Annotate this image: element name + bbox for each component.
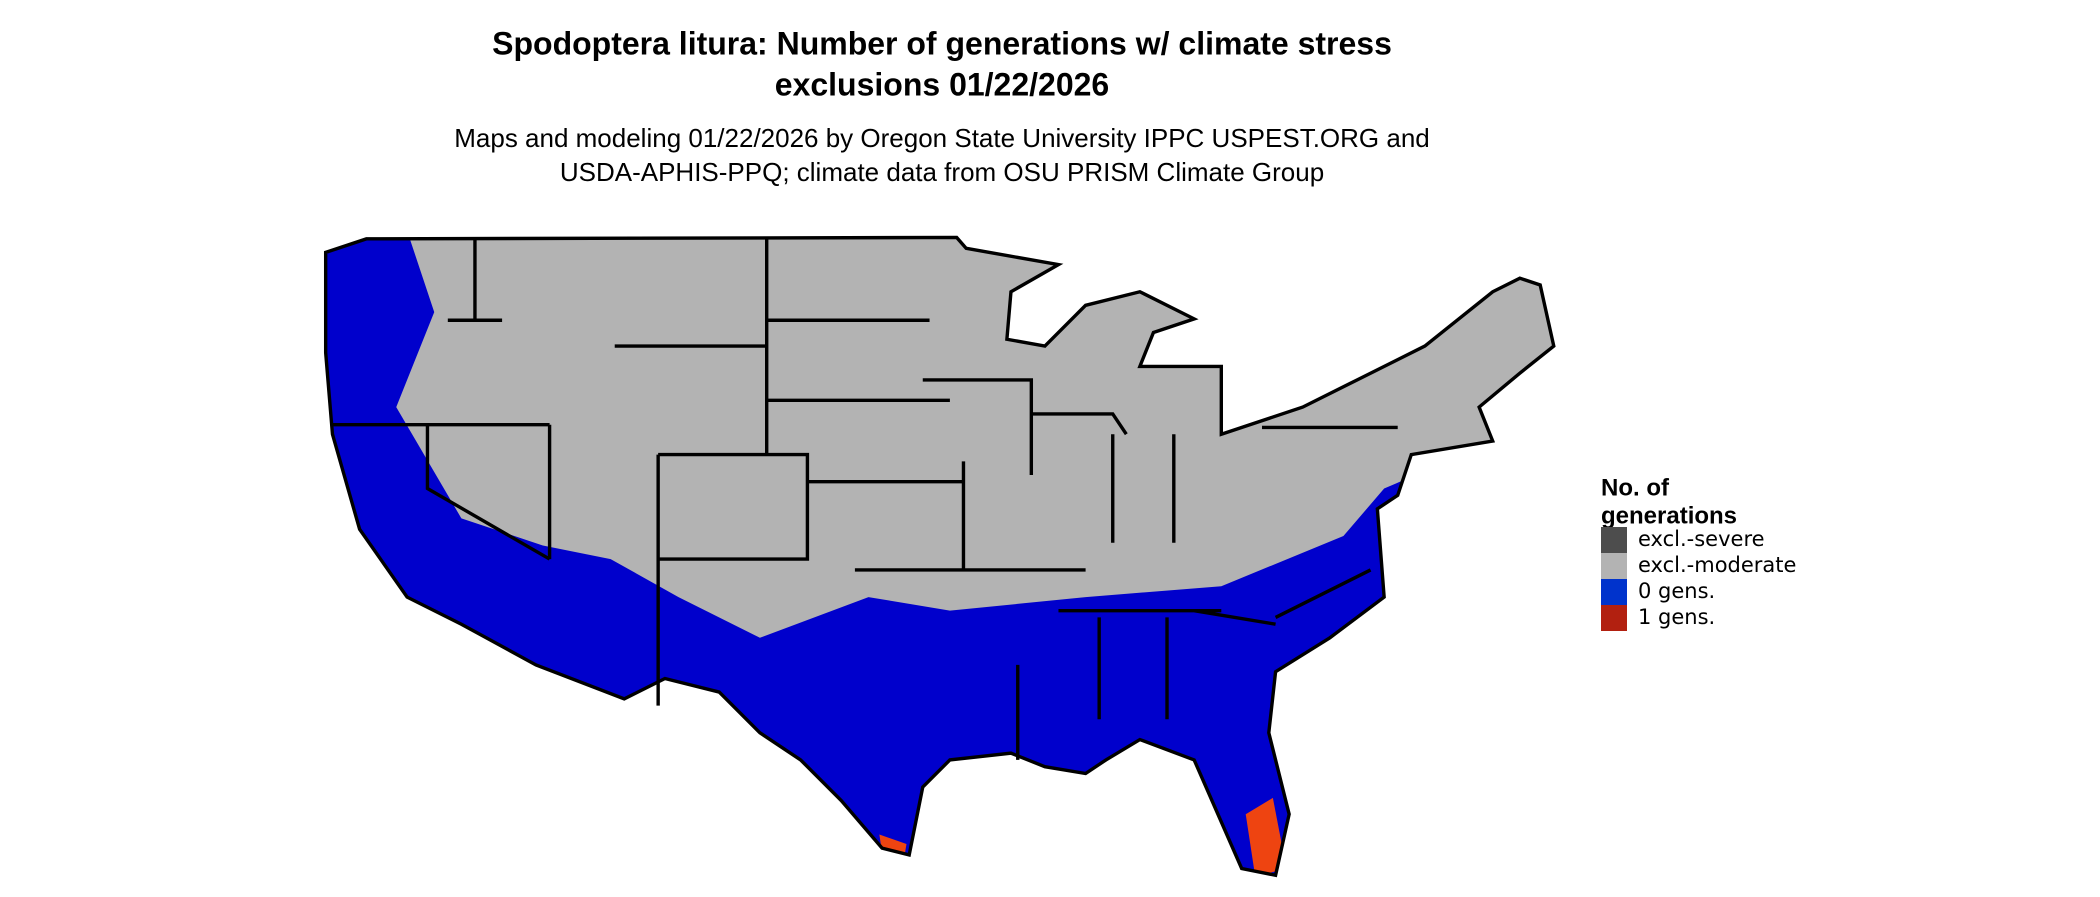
legend-swatch — [1601, 527, 1627, 553]
subtitle-line: Maps and modeling 01/22/2026 by Oregon S… — [454, 123, 1430, 153]
subtitle-line: USDA-APHIS-PPQ; climate data from OSU PR… — [560, 157, 1324, 187]
title-line: exclusions 01/22/2026 — [775, 66, 1109, 102]
legend-label: excl.-severe — [1638, 527, 1765, 551]
legend-label: excl.-moderate — [1638, 553, 1796, 577]
region-red — [1245, 797, 1287, 876]
legend-title: No. of — [1601, 474, 1670, 501]
map — [323, 235, 1556, 878]
legend-swatch — [1601, 553, 1627, 579]
legend-label: 0 gens. — [1638, 579, 1715, 603]
legend-swatch — [1601, 579, 1627, 605]
legend-swatch — [1601, 605, 1627, 631]
title-line: Spodoptera litura: Number of generations… — [492, 25, 1392, 61]
legend-label: 1 gens. — [1638, 605, 1715, 629]
legend-title: generations — [1601, 502, 1737, 529]
state-borders — [323, 235, 1556, 878]
